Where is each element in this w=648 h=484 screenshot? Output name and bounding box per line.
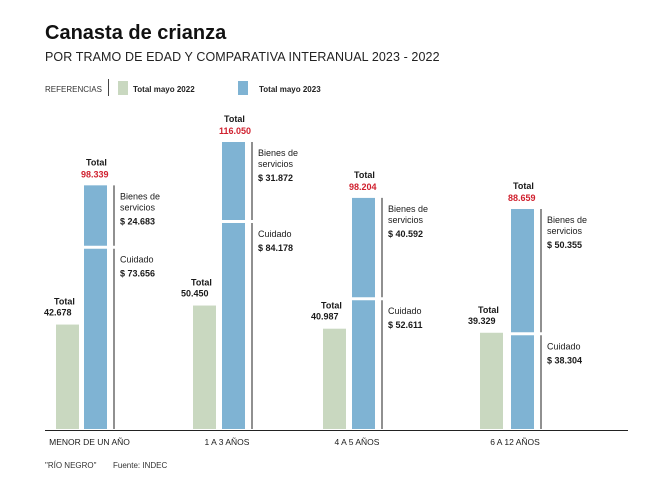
total-2022-label: Total <box>54 297 75 307</box>
total-2022-value: 42.678 <box>44 308 72 318</box>
bienes-value: $ 24.683 <box>120 216 155 226</box>
category-label: 6 A 12 AÑOS <box>490 437 540 447</box>
legend-label: REFERENCIAS <box>45 85 102 94</box>
total-2023-label: Total <box>354 170 375 180</box>
bienes-label-line2: servicios <box>120 202 156 212</box>
cuidado-label: Cuidado <box>388 306 422 316</box>
bienes-label-line1: Bienes de <box>120 191 160 201</box>
bar-2023-bienes <box>84 185 107 246</box>
bienes-label-line2: servicios <box>388 215 424 225</box>
bar-2023-bienes <box>222 142 245 220</box>
legend-text-2023: Total mayo 2023 <box>259 85 321 94</box>
total-2022-value: 39.329 <box>468 316 496 326</box>
credit-text: "RÍO NEGRO" <box>45 461 97 470</box>
total-2023-value: 116.050 <box>219 126 251 136</box>
bar-2022 <box>56 324 79 429</box>
legend-text-2022: Total mayo 2022 <box>133 85 195 94</box>
bar-2023-cuidado <box>511 335 534 429</box>
cuidado-value: $ 73.656 <box>120 269 155 279</box>
legend-divider <box>108 79 109 96</box>
total-2023-value: 88.659 <box>508 193 536 203</box>
legend-swatch-2022 <box>118 81 128 95</box>
total-2022-label: Total <box>321 301 342 311</box>
total-2022-value: 40.987 <box>311 312 339 322</box>
cuidado-label: Cuidado <box>547 341 581 351</box>
cuidado-value: $ 38.304 <box>547 355 582 365</box>
bienes-label-line2: servicios <box>547 226 583 236</box>
chart-title: Canasta de crianza <box>45 22 227 44</box>
bienes-label-line2: servicios <box>258 159 294 169</box>
source-text: Fuente: INDEC <box>113 461 168 470</box>
cuidado-label: Cuidado <box>258 229 292 239</box>
bienes-value: $ 31.872 <box>258 173 293 183</box>
cuidado-value: $ 52.611 <box>388 320 423 330</box>
bienes-label-line1: Bienes de <box>258 148 298 158</box>
bar-2022 <box>480 332 503 429</box>
total-2022-label: Total <box>191 278 212 288</box>
bar-2023-cuidado <box>352 300 375 429</box>
bienes-label-line1: Bienes de <box>388 204 428 214</box>
bar-2023-cuidado <box>84 248 107 429</box>
total-2023-label: Total <box>224 114 245 124</box>
category-label: MENOR DE UN AÑO <box>49 437 130 447</box>
bar-2022 <box>323 328 346 429</box>
cuidado-label: Cuidado <box>120 255 154 265</box>
bar-2023-bienes <box>352 197 375 298</box>
total-2023-value: 98.339 <box>81 169 109 179</box>
bar-2022 <box>193 305 216 429</box>
category-label: 1 A 3 AÑOS <box>205 437 250 447</box>
category-label: 4 A 5 AÑOS <box>335 437 380 447</box>
total-2023-value: 98.204 <box>349 182 377 192</box>
bar-2023-bienes <box>511 209 534 333</box>
cuidado-value: $ 84.178 <box>258 243 293 253</box>
total-2023-label: Total <box>86 157 107 167</box>
legend-swatch-2023 <box>238 81 248 95</box>
bienes-label-line1: Bienes de <box>547 215 587 225</box>
chart-subtitle: POR TRAMO DE EDAD Y COMPARATIVA INTERANU… <box>45 50 440 64</box>
total-2022-value: 50.450 <box>181 289 209 299</box>
bar-2023-cuidado <box>222 222 245 429</box>
total-2022-label: Total <box>478 305 499 315</box>
total-2023-label: Total <box>513 181 534 191</box>
bienes-value: $ 40.592 <box>388 229 423 239</box>
bienes-value: $ 50.355 <box>547 240 582 250</box>
